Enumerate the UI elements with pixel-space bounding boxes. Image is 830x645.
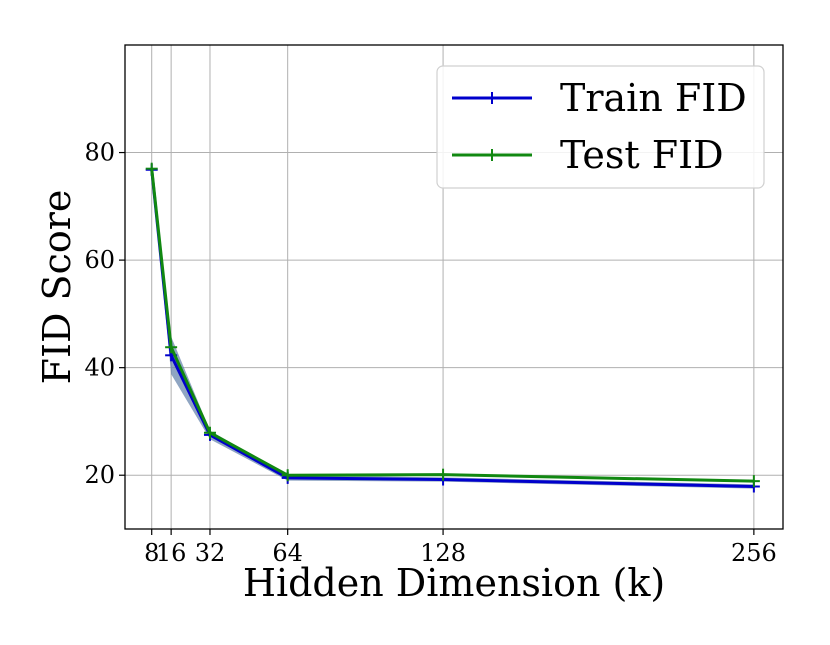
x-axis-label: Hidden Dimension (k)	[243, 561, 665, 605]
x-tick-label: 128	[420, 539, 466, 567]
test-fid-point	[281, 469, 294, 482]
test-fid-point	[747, 475, 760, 488]
y-tick-label: 40	[84, 354, 115, 382]
train-fid-line	[150, 169, 754, 489]
test-fid-point	[203, 426, 216, 439]
legend-item-test-fid: Test FID	[452, 133, 724, 177]
series-lines	[145, 162, 760, 493]
y-tick-label: 20	[84, 461, 115, 489]
test-fid-point	[165, 341, 178, 354]
x-tick-label: 32	[195, 539, 226, 567]
x-tick-label: 256	[731, 539, 777, 567]
train-fid-band	[151, 167, 754, 489]
test-fid-point	[437, 468, 450, 481]
y-axis-label: FID Score	[35, 190, 79, 385]
axis-ticks: 816 32 64 128 256 20 40 60 80	[84, 139, 776, 567]
legend: Train FID Test FID	[436, 65, 765, 189]
y-tick-label: 60	[84, 246, 115, 274]
test-fid-point	[145, 162, 158, 175]
x-tick-label: 64	[272, 539, 303, 567]
legend-label: Train FID	[560, 76, 747, 120]
x-tick-label: 8	[144, 539, 159, 567]
legend-item-train-fid: Train FID	[452, 76, 747, 120]
x-tick-label: 16	[156, 539, 187, 567]
plot-frame	[124, 44, 784, 530]
legend-label: Test FID	[560, 133, 724, 177]
confidence-band	[151, 167, 754, 489]
test-fid-line	[150, 168, 754, 483]
y-tick-label: 80	[84, 139, 115, 167]
